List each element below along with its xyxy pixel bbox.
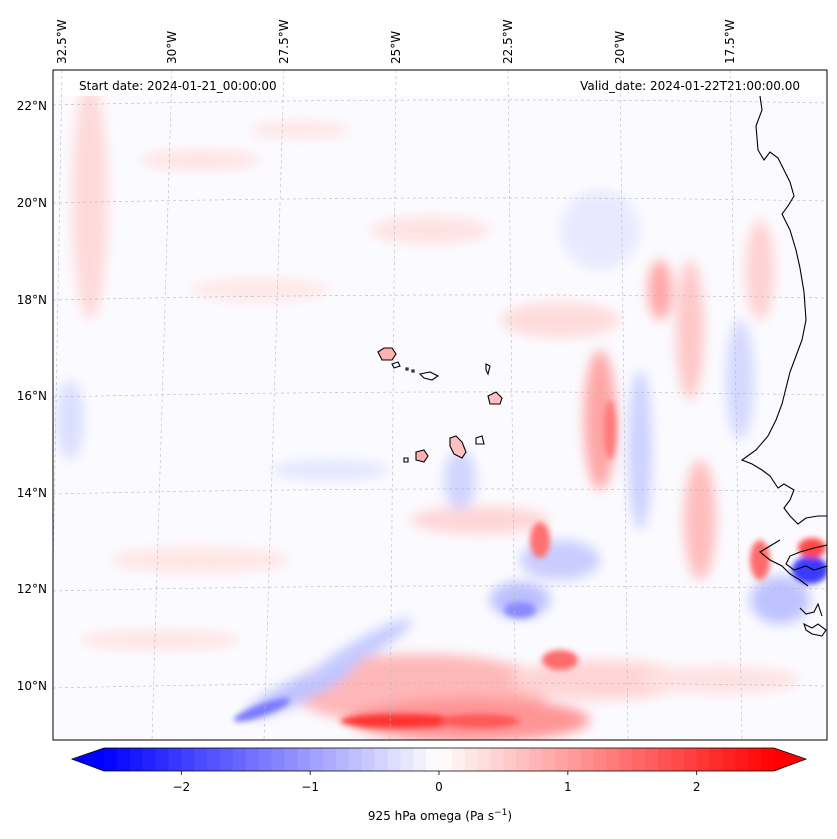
island-sao-vicente <box>391 361 401 369</box>
colorbar-cells <box>72 748 806 771</box>
omega-field <box>56 80 827 740</box>
colorbar-cell <box>567 748 582 771</box>
colorbar-cell <box>258 748 273 771</box>
colorbar-cell <box>516 748 530 771</box>
colorbar-cell <box>761 748 775 771</box>
colorbar-cell <box>464 748 479 771</box>
map-panel <box>53 70 827 740</box>
colorbar-cell <box>529 748 543 771</box>
island-brava <box>403 457 409 463</box>
colorbar-tick-label: 1 <box>564 780 572 794</box>
lon-label: 25°W <box>389 31 403 64</box>
start-date-label: Start date: 2024-01-21_00:00:00 <box>79 79 277 93</box>
colorbar-cell <box>683 748 698 771</box>
colorbar-cell <box>348 748 363 771</box>
lon-label: 32.5°W <box>55 19 69 64</box>
island-sao-nicolau <box>418 371 440 381</box>
lat-label: 12°N <box>17 582 47 596</box>
colorbar-cell <box>709 748 724 771</box>
colorbar-cell <box>413 748 427 771</box>
island-boa-vista <box>487 391 503 405</box>
colorbar-cell <box>129 748 144 771</box>
colorbar-cell <box>748 748 762 771</box>
latitude-labels: 22°N 20°N 18°N 16°N 14°N 12°N 10°N <box>17 99 47 693</box>
graticule <box>53 70 827 740</box>
colorbar-cell <box>658 748 672 771</box>
colorbar-cell <box>619 748 633 771</box>
colorbar-cell <box>554 748 569 771</box>
colorbar-ticks: −2 −1 0 1 2 <box>172 771 701 794</box>
colorbar-cell <box>104 748 118 771</box>
colorbar-tick-label: 0 <box>435 780 443 794</box>
colorbar-cell <box>645 748 659 771</box>
colorbar-tick-label: −1 <box>301 780 319 794</box>
island-maio <box>475 435 485 445</box>
colorbar-cell <box>284 748 298 771</box>
colorbar-cell <box>374 748 389 771</box>
colorbar-cell <box>503 748 517 771</box>
colorbar-cell <box>426 748 440 771</box>
island-santo-antao <box>377 347 397 361</box>
colorbar-cell <box>696 748 711 771</box>
colorbar-cell <box>361 748 376 771</box>
colorbar-cell <box>735 748 749 771</box>
colorbar-cell <box>451 748 466 771</box>
lat-label: 22°N <box>17 99 47 113</box>
colorbar-cell <box>168 748 182 771</box>
colorbar-extend-high <box>774 748 806 771</box>
colorbar-cell <box>142 748 157 771</box>
colorbar-cell <box>593 748 608 771</box>
colorbar-cell <box>439 748 453 771</box>
africa-coastline <box>740 95 827 525</box>
colorbar-cell <box>116 748 131 771</box>
lon-label: 27.5°W <box>277 19 291 64</box>
colorbar-cell <box>219 748 234 771</box>
colorbar-cell <box>194 748 208 771</box>
lon-label: 30°W <box>165 31 179 64</box>
lat-label: 10°N <box>17 679 47 693</box>
colorbar-cell <box>580 748 595 771</box>
colorbar: −2 −1 0 1 2 925 hPa omega (Pa s−1) <box>70 747 808 823</box>
island-santiago <box>449 435 467 459</box>
colorbar-cell <box>606 748 620 771</box>
coastline <box>377 95 827 637</box>
colorbar-extend-low <box>72 748 104 771</box>
colorbar-cell <box>232 748 247 771</box>
lat-label: 20°N <box>17 196 47 210</box>
colorbar-cell <box>542 748 556 771</box>
island-fogo <box>415 449 429 463</box>
colorbar-cell <box>335 748 350 771</box>
colorbar-cell <box>400 748 414 771</box>
colorbar-cell <box>207 748 221 771</box>
colorbar-label: 925 hPa omega (Pa s−1) <box>368 808 512 823</box>
colorbar-cell <box>245 748 260 771</box>
colorbar-cell <box>155 748 170 771</box>
colorbar-cell <box>310 748 324 771</box>
colorbar-cell <box>670 748 685 771</box>
lon-label: 17.5°W <box>723 19 737 64</box>
colorbar-cell <box>323 748 337 771</box>
colorbar-cell <box>297 748 311 771</box>
colorbar-outline <box>70 747 808 772</box>
colorbar-cell <box>722 748 736 771</box>
lat-label: 18°N <box>17 293 47 307</box>
lat-label: 16°N <box>17 389 47 403</box>
island-sal <box>485 363 491 376</box>
colorbar-cell <box>490 748 505 771</box>
colorbar-cell <box>181 748 195 771</box>
lon-label: 22.5°W <box>501 19 515 64</box>
colorbar-cell <box>387 748 401 771</box>
colorbar-cell <box>632 748 646 771</box>
colorbar-cell <box>477 748 492 771</box>
colorbar-tick-label: −2 <box>172 780 190 794</box>
longitude-labels: 32.5°W 30°W 27.5°W 25°W 22.5°W 20°W 17.5… <box>55 19 737 64</box>
valid-date-label: Valid_date: 2024-01-22T21:00:00.00 <box>580 79 800 93</box>
colorbar-cell <box>271 748 285 771</box>
map-frame <box>52 69 828 741</box>
colorbar-tick-label: 2 <box>693 780 701 794</box>
lon-label: 20°W <box>613 31 627 64</box>
lat-label: 14°N <box>17 486 47 500</box>
header-band <box>53 70 827 96</box>
